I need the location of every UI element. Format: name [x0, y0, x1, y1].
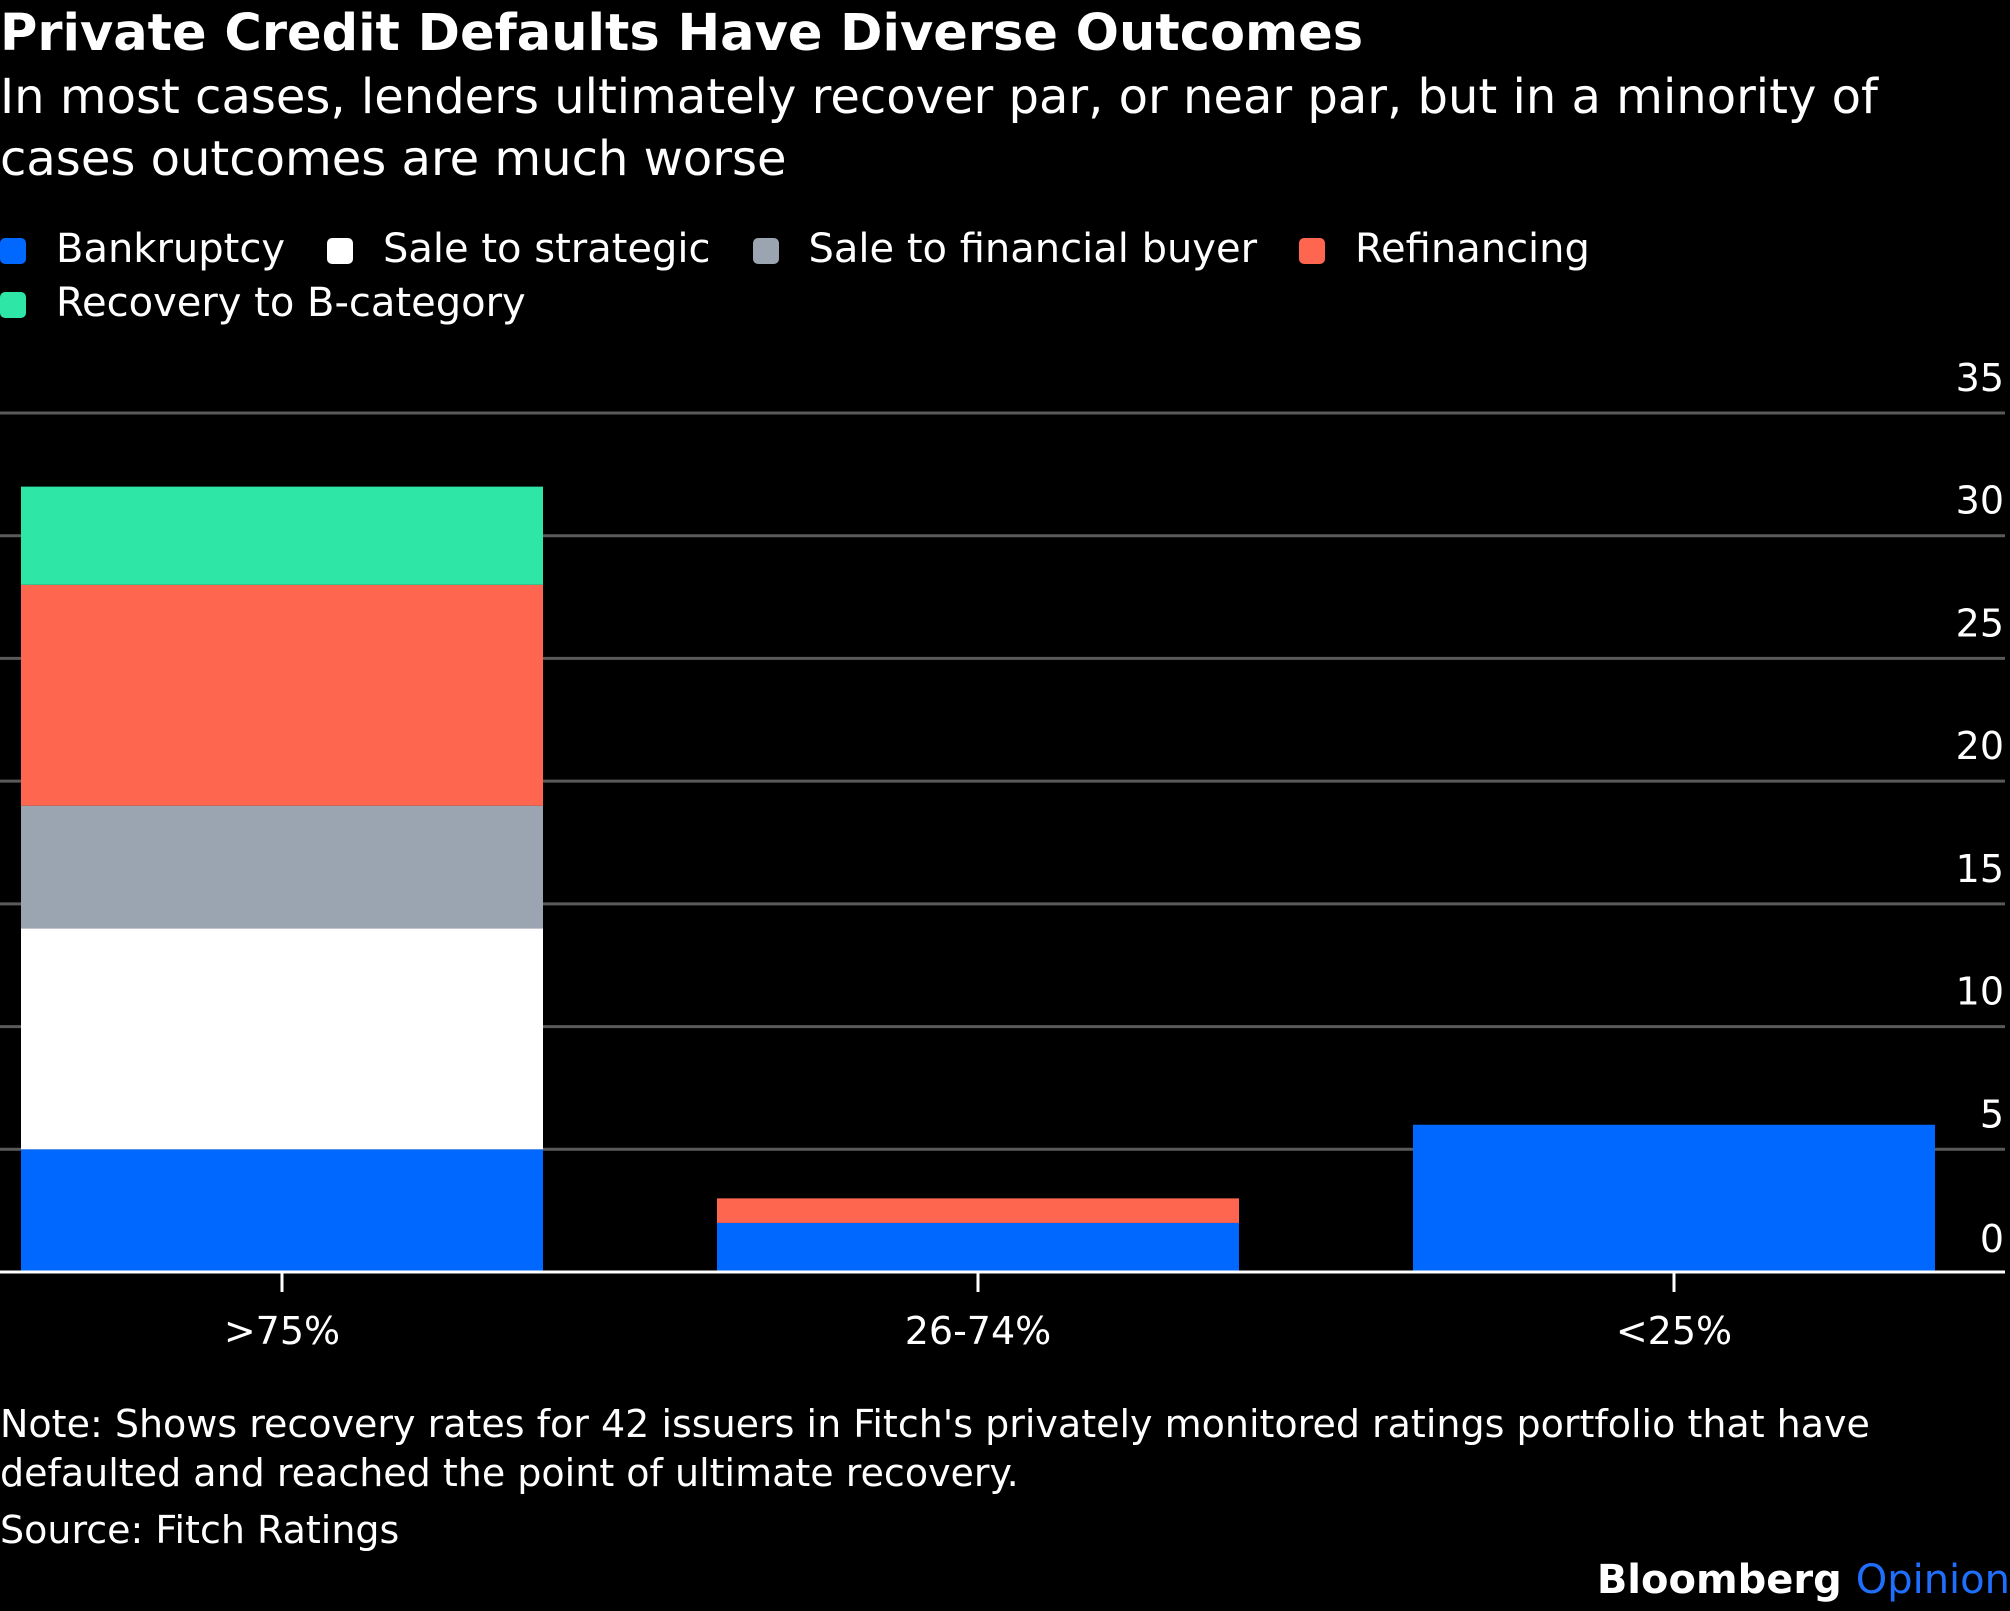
- legend-item: Sale to strategic: [327, 222, 711, 276]
- bar-segment: [21, 928, 543, 1150]
- legend-swatch: [327, 238, 354, 264]
- legend-label: Sale to financial buyer: [808, 226, 1258, 272]
- bar-segment: [21, 584, 543, 806]
- brand-name: Bloomberg: [1596, 1557, 1842, 1603]
- bar-segment: [1413, 1124, 1935, 1272]
- chart-note: Note: Shows recovery rates for 42 issuer…: [0, 1402, 1870, 1495]
- legend-swatch: [752, 238, 779, 264]
- legend-label: Sale to strategic: [383, 226, 711, 272]
- bar-segment: [717, 1222, 1239, 1272]
- stacked-bar-chart: 0 5 10 15 20 25 30 35 >75% 26-74% <25%: [0, 356, 2005, 1353]
- y-tick-label: 5: [1980, 1092, 2004, 1136]
- x-tick-label: 26-74%: [905, 1309, 1052, 1353]
- y-tick-label: 30: [1956, 479, 2004, 523]
- y-tick-label: 35: [1956, 356, 2004, 400]
- y-tick-label: 15: [1956, 847, 2004, 891]
- legend-swatch: [0, 238, 26, 264]
- x-tick-label: <25%: [1616, 1309, 1732, 1353]
- brand-logo: Bloomberg Opinion: [1597, 1555, 2010, 1605]
- y-tick-label: 10: [1956, 970, 2004, 1014]
- legend-item: Refinancing: [1299, 222, 1590, 276]
- y-tick-label: 0: [1980, 1217, 2004, 1261]
- y-tick-label: 20: [1956, 724, 2004, 768]
- legend-item: Bankruptcy: [0, 222, 285, 276]
- chart-source: Source: Fitch Ratings: [0, 1508, 400, 1552]
- bar-segment: [21, 486, 543, 585]
- legend-label: Recovery to B-category: [56, 280, 526, 326]
- bar-segment: [717, 1198, 1239, 1223]
- bar-segment: [21, 1149, 543, 1272]
- legend-item: Recovery to B-category: [0, 276, 526, 330]
- x-tick-label: >75%: [224, 1309, 340, 1353]
- legend-label: Bankruptcy: [56, 226, 286, 272]
- legend-item: Sale to financial buyer: [752, 222, 1258, 276]
- legend-swatch: [1299, 238, 1326, 264]
- chart-title: Private Credit Defaults Have Diverse Out…: [0, 4, 1364, 63]
- chart-subtitle: In most cases, lenders ultimately recove…: [0, 69, 1878, 187]
- bar-segment: [21, 805, 543, 929]
- legend-label: Refinancing: [1355, 226, 1590, 272]
- legend-swatch: [0, 292, 26, 318]
- chart-legend: Bankruptcy Sale to strategic Sale to finan…: [0, 222, 1990, 330]
- y-tick-label: 25: [1956, 601, 2004, 645]
- brand-accent: Opinion: [1855, 1557, 2010, 1603]
